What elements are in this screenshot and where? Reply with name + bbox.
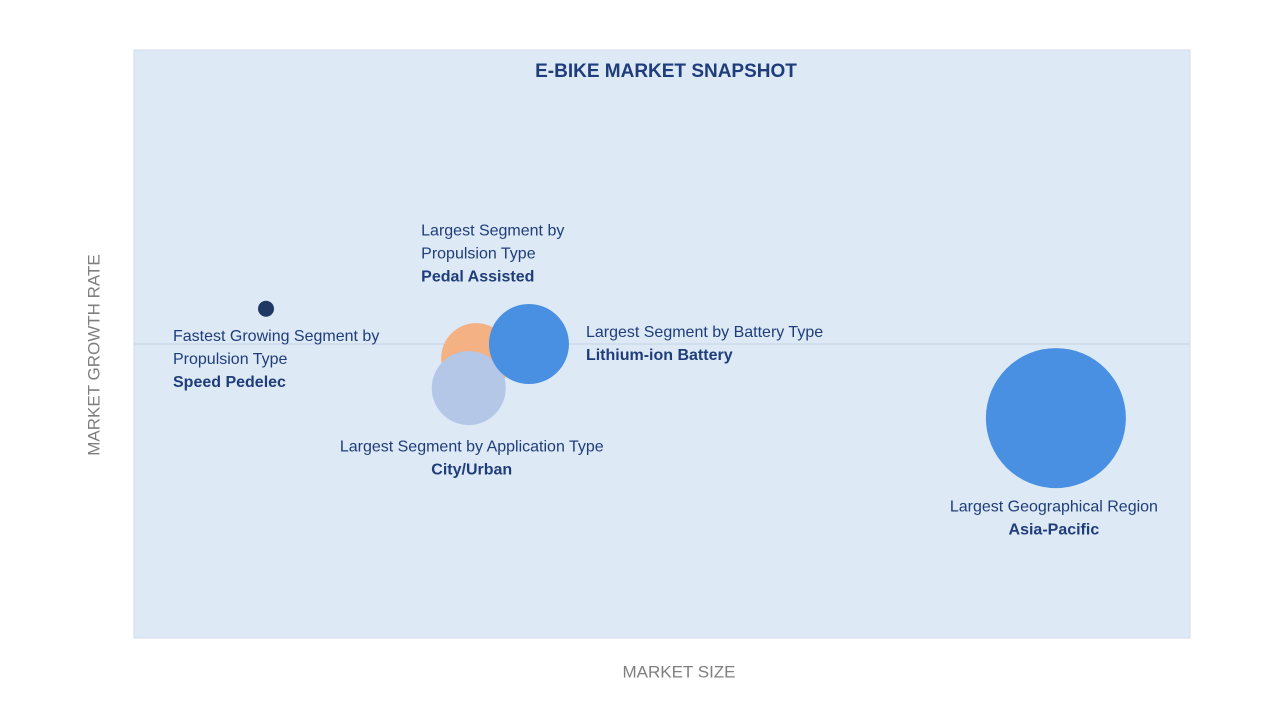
bubble [488, 304, 569, 384]
point-label: Propulsion Type [173, 351, 288, 368]
chart-title: E-BIKE MARKET SNAPSHOT [535, 61, 797, 82]
point-label: Largest Segment by [421, 222, 564, 239]
point-label: Largest Segment by Battery Type [586, 324, 823, 341]
point-label: Propulsion Type [421, 245, 536, 262]
bubble [258, 300, 274, 317]
point-name: Speed Pedelec [173, 374, 286, 391]
point-name: Pedal Assisted [421, 268, 534, 285]
point-name: Asia-Pacific [1009, 521, 1100, 538]
point-label: Largest Geographical Region [950, 498, 1158, 515]
point-name: Lithium-ion Battery [586, 347, 733, 364]
y-axis-label: MARKET GROWTH RATE [84, 254, 103, 456]
point-label: Fastest Growing Segment by [173, 328, 379, 345]
bubble [431, 351, 506, 426]
x-axis-label: MARKET SIZE [622, 662, 735, 681]
bubble [985, 348, 1126, 489]
point-name: City/Urban [431, 461, 512, 478]
point-label: Largest Segment by Application Type [340, 438, 604, 455]
